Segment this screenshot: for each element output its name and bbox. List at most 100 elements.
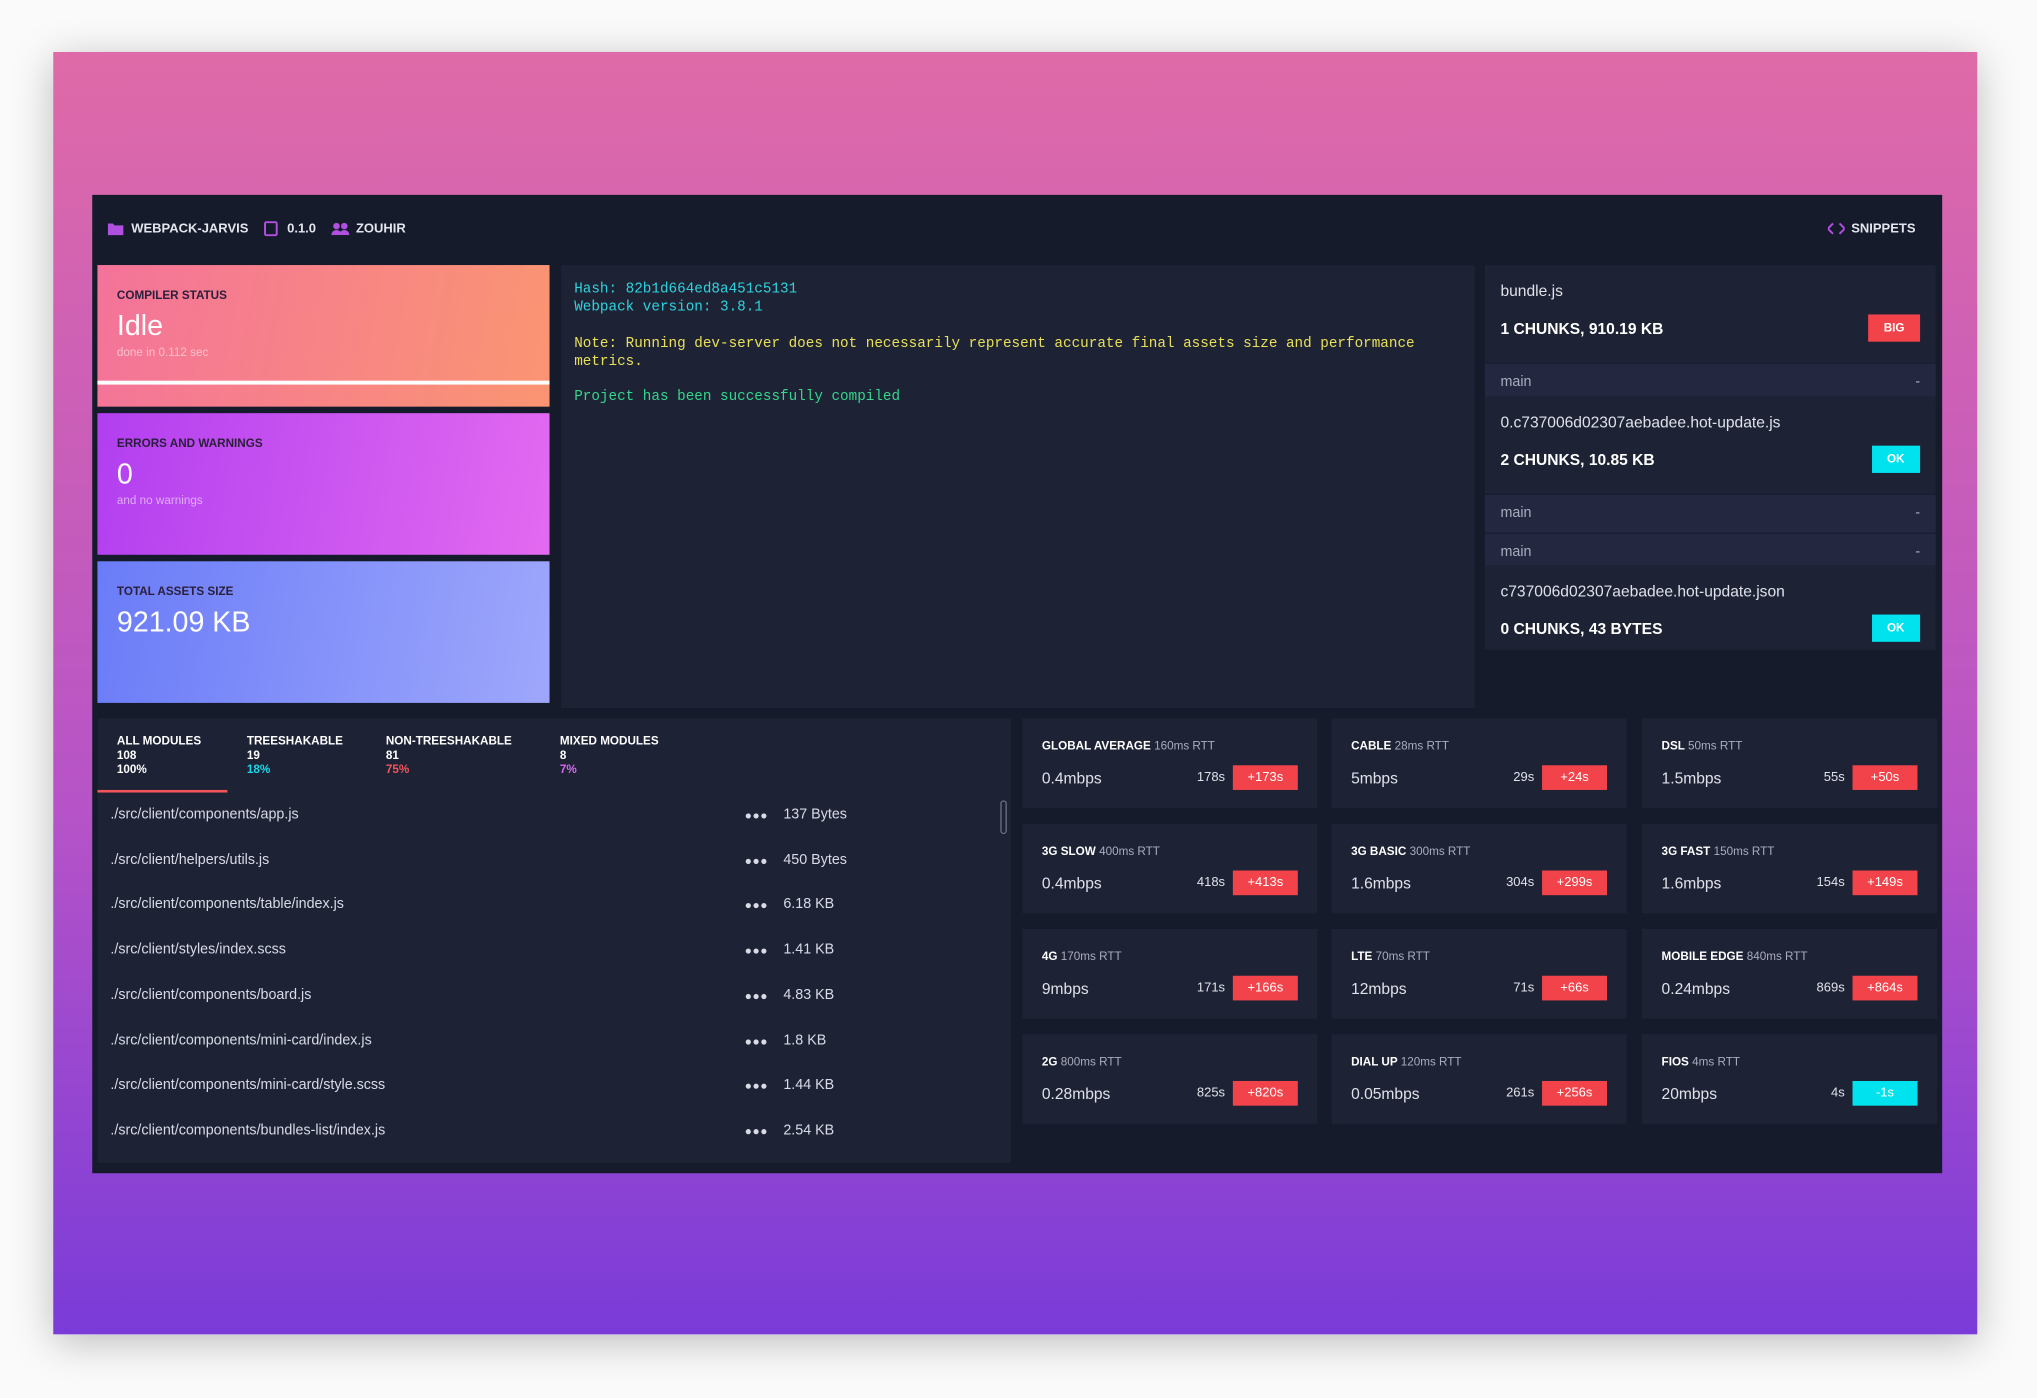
network-row: 9mbps 171s +166s — [1041, 975, 1298, 1001]
network-title: 3G FAST 150ms RTT — [1662, 845, 1918, 858]
user-icon — [331, 222, 350, 236]
network-row: 5mbps 29s +24s — [1351, 765, 1607, 790]
network-time: 154s — [1816, 875, 1845, 890]
tab-label: ALL MODULES — [116, 734, 202, 748]
scrollbar[interactable] — [1000, 800, 1007, 835]
network-time: 171s — [1196, 980, 1226, 996]
module-menu[interactable] — [745, 993, 767, 999]
chunk-row: main - — [1484, 493, 1936, 533]
network-card: 2G 800ms RTT 0.28mbps 825s +820s — [1022, 1034, 1318, 1124]
network-speed: 0.24mbps — [1661, 978, 1731, 998]
menu-dot — [753, 903, 759, 909]
menu-dot — [761, 858, 767, 864]
network-speed: 0.4mbps — [1041, 873, 1102, 892]
network-title: 4G 170ms RTT — [1042, 950, 1298, 963]
module-path: ./src/client/components/bundles-list/ind… — [110, 1122, 386, 1139]
progress-line — [97, 380, 550, 385]
tab-count: 81 — [385, 748, 399, 762]
bundle-summary: 1 CHUNKS, 910.19 KB BIG — [1485, 314, 1936, 362]
network-speed: 1.6mbps — [1351, 873, 1411, 892]
module-menu[interactable] — [745, 1128, 767, 1135]
menu-dot — [753, 948, 759, 954]
code-icon[interactable] — [1827, 222, 1845, 235]
module-size: 450 Bytes — [783, 851, 847, 868]
status-card: ERRORS AND WARNINGS 0 and no warnings — [97, 413, 550, 555]
module-tab[interactable]: NON-TREESHAKABLE 81 75% — [386, 734, 512, 777]
status-value: Idle — [116, 309, 164, 342]
menu-dot — [745, 1038, 751, 1044]
module-tab[interactable]: ALL MODULES 108 100% — [117, 734, 201, 777]
network-row: 20mbps 4s -1s — [1662, 1080, 1918, 1106]
snippets-link[interactable]: SNIPPETS — [1851, 222, 1916, 237]
module-menu[interactable] — [745, 903, 767, 909]
status-note: and no warnings — [116, 493, 203, 507]
module-path: ./src/client/components/mini-card/index.… — [110, 1032, 372, 1048]
network-row: 1.6mbps 154s +149s — [1662, 870, 1918, 896]
network-delta: +50s — [1852, 765, 1918, 790]
log-panel: Hash: 82b1d664ed8a451c5131 Webpack versi… — [561, 265, 1475, 709]
module-size: 4.83 KB — [783, 987, 835, 1003]
log-success: Project has been successfully compiled — [574, 389, 901, 406]
module-row[interactable]: ./src/client/components/mini-card/index.… — [97, 1018, 993, 1063]
module-row[interactable]: ./src/client/styles/index.scss 1.41 KB — [97, 928, 993, 973]
network-speed: 5mbps — [1351, 768, 1398, 787]
module-tab[interactable]: TREESHAKABLE 19 18% — [247, 734, 343, 777]
network-name: 3G BASIC — [1351, 844, 1407, 858]
network-rtt: 150ms RTT — [1713, 844, 1775, 858]
module-menu[interactable] — [745, 1038, 767, 1044]
module-size: 2.54 KB — [783, 1122, 835, 1139]
chunk-value: - — [1915, 505, 1921, 522]
network-name: 3G FAST — [1661, 844, 1711, 858]
network-title: CABLE 28ms RTT — [1351, 739, 1607, 752]
module-menu[interactable] — [745, 813, 767, 819]
module-menu[interactable] — [745, 948, 767, 954]
network-rtt: 70ms RTT — [1375, 949, 1430, 963]
network-row: 0.4mbps 178s +173s — [1042, 765, 1298, 790]
project-name: WEBPACK-JARVIS — [131, 222, 249, 237]
network-rtt: 28ms RTT — [1394, 739, 1449, 753]
version: 0.1.0 — [287, 222, 317, 237]
network-card: GLOBAL AVERAGE 160ms RTT 0.4mbps 178s +173s — [1022, 718, 1318, 809]
module-row[interactable]: ./src/client/components/board.js 4.83 KB — [97, 973, 993, 1018]
menu-dot — [761, 903, 767, 909]
module-tab[interactable]: MIXED MODULES 8 7% — [560, 734, 659, 777]
network-speed: 9mbps — [1041, 978, 1089, 998]
menu-dot — [745, 813, 751, 819]
module-menu[interactable] — [745, 1083, 767, 1090]
module-row[interactable]: ./src/client/helpers/utils.js 450 Bytes — [97, 838, 993, 883]
network-title: DSL 50ms RTT — [1662, 739, 1918, 752]
network-name: GLOBAL AVERAGE — [1041, 739, 1151, 753]
network-rtt: 50ms RTT — [1688, 739, 1743, 753]
status-value: 0 — [116, 457, 133, 490]
menu-dot — [753, 858, 759, 864]
module-path: ./src/client/helpers/utils.js — [110, 851, 270, 868]
menu-dot — [753, 993, 759, 999]
network-rtt: 400ms RTT — [1099, 844, 1160, 858]
network-delta: +24s — [1542, 765, 1607, 790]
status-title: COMPILER STATUS — [116, 288, 227, 302]
network-time: 71s — [1513, 980, 1535, 996]
network-time: 418s — [1196, 875, 1226, 890]
chunk-row: main - — [1484, 362, 1936, 402]
bundle-badge: OK — [1871, 445, 1921, 473]
module-menu[interactable] — [745, 858, 767, 864]
user: ZOUHIR — [355, 222, 406, 237]
network-delta: +413s — [1232, 870, 1298, 896]
module-row[interactable]: ./src/client/components/bundles-list/ind… — [97, 1108, 993, 1153]
log-line: Hash: 82b1d664ed8a451c5131 — [574, 281, 798, 298]
network-delta: -1s — [1852, 1080, 1918, 1106]
module-row[interactable]: ./src/client/components/app.js 137 Bytes — [97, 793, 993, 838]
network-name: MOBILE EDGE — [1661, 949, 1744, 963]
network-time: 825s — [1196, 1086, 1226, 1101]
network-delta: +173s — [1232, 765, 1298, 790]
chunk-value: - — [1915, 374, 1921, 390]
bundle-card: c737006d02307aebadee.hot-update.json 0 CH… — [1484, 565, 1936, 650]
network-card: 4G 170ms RTT 9mbps 171s +166s — [1022, 928, 1318, 1019]
network-title: LTE 70ms RTT — [1351, 950, 1607, 963]
module-row[interactable]: ./src/client/components/mini-card/style.… — [97, 1063, 993, 1108]
module-row[interactable]: ./src/client/components/table/index.js 6.… — [97, 883, 993, 928]
network-time: 261s — [1506, 1086, 1535, 1101]
menu-dot — [761, 1128, 767, 1135]
menu-dot — [761, 948, 767, 954]
